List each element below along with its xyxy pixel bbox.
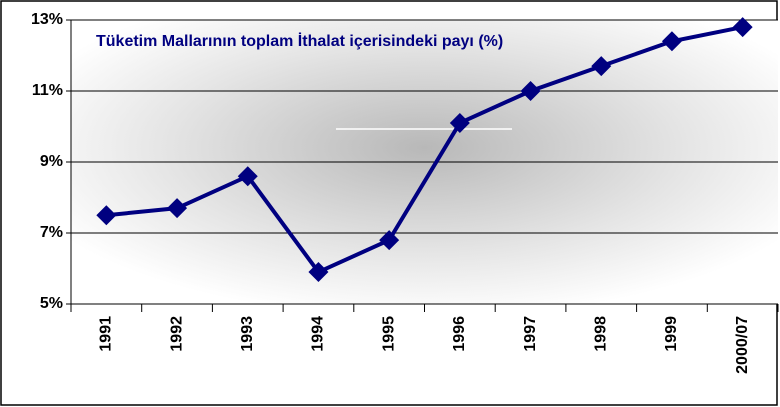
series-line (106, 25, 744, 275)
x-tick-label: 1991 (98, 316, 115, 352)
y-tick-label: 7% (40, 224, 63, 241)
marker (591, 56, 612, 77)
chart-title: Tüketim Mallarının toplam İthalat içeris… (96, 32, 503, 50)
marker (449, 112, 470, 133)
y-tick-label: 11% (32, 82, 63, 99)
x-tick-label: 2000/07 (734, 316, 751, 374)
x-tick-label: 1993 (239, 316, 256, 352)
marker (96, 205, 117, 226)
y-tick-label: 13% (31, 11, 63, 28)
marker (379, 230, 400, 251)
y-tick-label: 5% (40, 295, 63, 312)
marker (167, 198, 188, 219)
x-tick-label: 1999 (663, 316, 680, 352)
marker (520, 81, 541, 101)
marker (308, 262, 329, 283)
x-tick-label: 1994 (310, 316, 327, 352)
marker (732, 17, 753, 38)
x-tick-label: 1997 (522, 316, 539, 352)
x-tick-label: 1992 (168, 316, 185, 352)
marker (237, 166, 258, 187)
y-tick-label: 9% (40, 153, 63, 170)
x-tick-label: 1995 (380, 316, 397, 352)
x-tick-label: 1996 (451, 316, 468, 352)
x-tick-label: 1998 (592, 316, 609, 352)
marker (661, 31, 682, 52)
